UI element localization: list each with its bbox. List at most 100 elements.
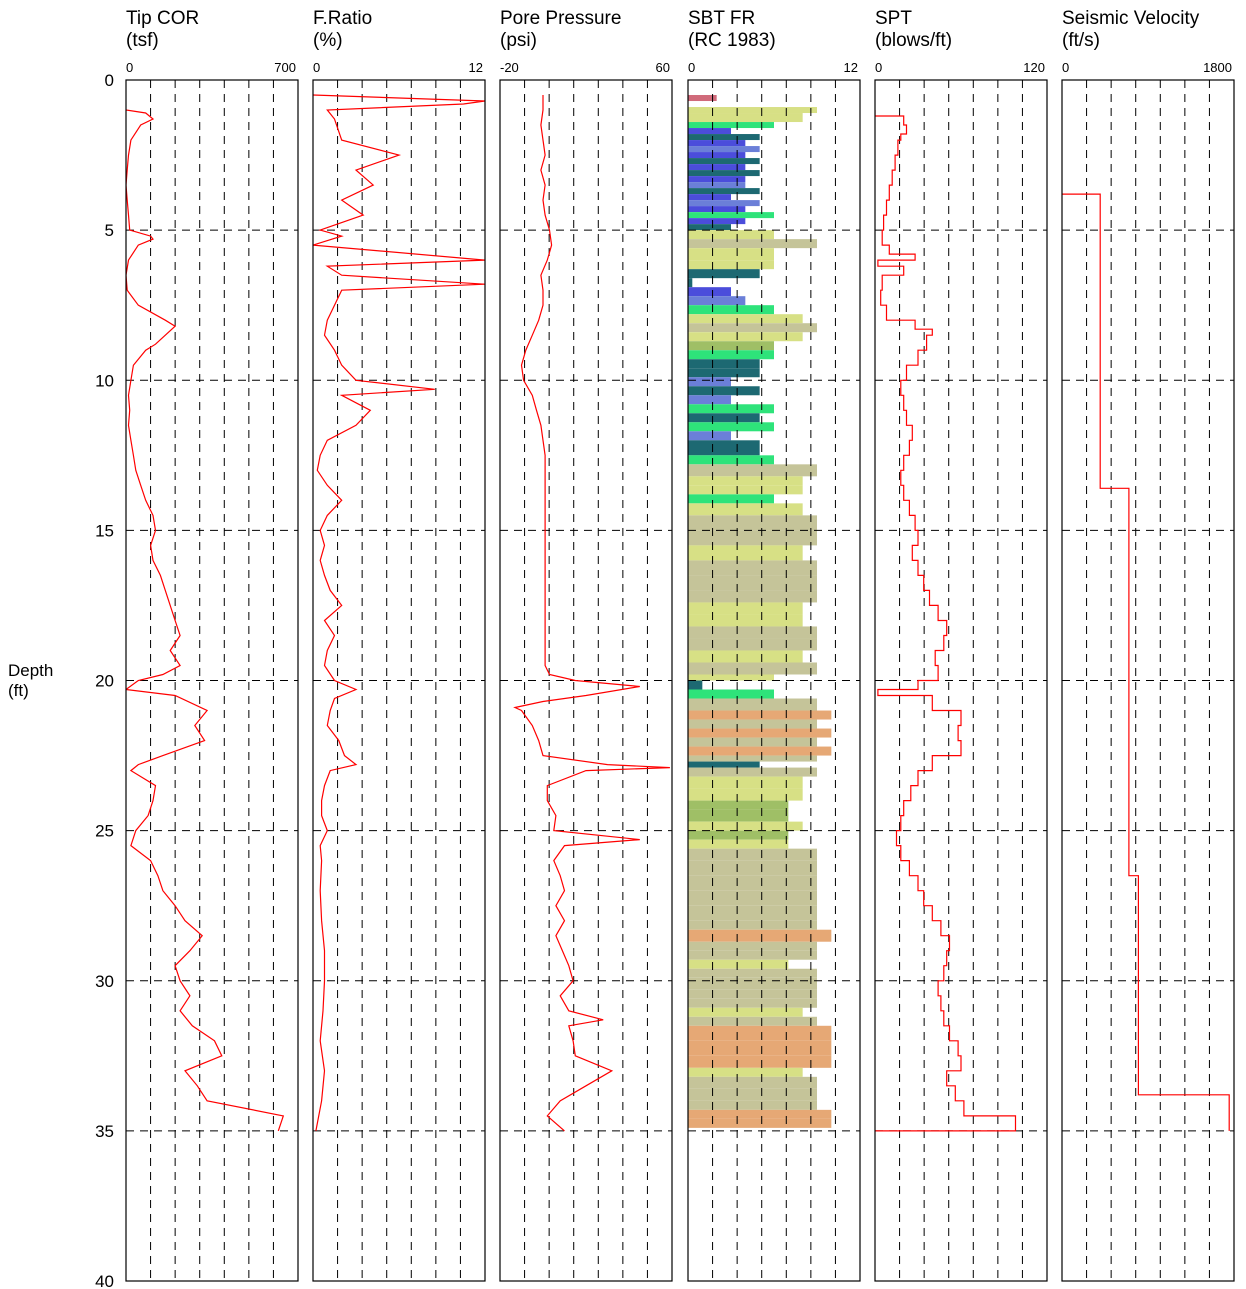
sbt-zone-bar [688,146,760,152]
panel-vs: Seismic Velocity(ft/s) 0 1800 [1062,8,1234,1281]
sbt-zone-bar [688,720,817,729]
sbt-zone-bar [688,503,803,515]
panel-title: (ft/s) [1062,30,1100,51]
sbt-zone-bar [688,224,731,230]
sbt-zone-bar [688,1017,817,1026]
sbt-zone-bar [688,134,760,140]
sbt-zone-bar [688,248,774,260]
sbt-zone-bar [688,212,774,218]
sbt-zone-bar [688,590,817,602]
sbt-zone-bar [688,747,831,756]
depth-tick-label: 20 [95,672,114,691]
sbt-zone-bar [688,278,692,287]
sbt-zone-bar [688,158,760,164]
sbt-zone-bar [688,831,788,840]
panel-spt: SPT(blows/ft) 0 120 [875,8,1047,1281]
sbt-zone-bar [688,861,817,876]
sbt-zone-bar [688,876,817,891]
sbt-zone-bar [688,332,803,341]
x-tick-label: 60 [656,60,670,75]
sbt-zone-bar [688,455,774,464]
depth-tick-label: 0 [105,71,114,90]
sbt-zone-bar [688,650,803,662]
x-tick-label: 700 [274,60,296,75]
sbt-zone-bar [688,323,817,332]
sbt-zone-bar [688,377,731,386]
x-tick-label: -20 [500,60,519,75]
sbt-zone-bar [688,891,817,906]
panel-title: (blows/ft) [875,30,952,51]
sbt-zone-bar [688,729,831,738]
panel-pp: Pore Pressure(psi) -20 60 [500,8,672,1281]
depth-tick-label: 35 [95,1122,114,1141]
depth-axis-ticks: 0510152025303540 [95,71,114,1289]
sbt-zone-bar [688,575,817,590]
sbt-zone-bar [688,200,760,206]
sbt-zone-bar [688,431,731,440]
sbt-zone-bar [688,494,774,503]
depth-tick-label: 30 [95,972,114,991]
sbt-zone-bar [688,756,817,762]
x-tick-label: 0 [875,60,882,75]
sbt-zone-bar [688,395,731,404]
panel-title: (tsf) [126,30,159,51]
sbt-zone-bar [688,789,803,801]
panel-fr: F.Ratio(%) 0 12 [313,8,485,1281]
sbt-zone-bar [688,942,817,951]
panel-title: (RC 1983) [688,30,776,51]
sbt-zone-bar [688,699,817,711]
x-tick-label: 0 [688,60,695,75]
panel-sbt: SBT FR(RC 1983) 0 12 [688,8,860,1281]
sbt-zone-bar [688,602,803,614]
panel-title: F.Ratio [313,8,372,29]
sbt-zone-bar [688,840,788,849]
panel-title: (%) [313,30,343,51]
sbt-zone-bar [688,999,817,1008]
sbt-zone-bar [688,638,817,650]
panel-title: SBT FR [688,8,755,29]
depth-axis-title-line1: Depth [8,661,53,680]
sbt-zone-bar [688,626,817,638]
sbt-zone-bar [688,128,731,134]
panel-title: Tip COR [126,8,199,29]
sbt-zone-bar [688,810,788,822]
depth-axis-title-line2: (ft) [8,681,29,700]
sbt-zone-bar [688,969,817,978]
x-tick-label: 0 [313,60,320,75]
sbt-zone-bar [688,978,817,990]
sbt-zone-bar [688,711,831,720]
sbt-zone-bar [688,260,774,269]
sbt-zone-bar [688,485,803,494]
panel-tip: Tip COR(tsf) 0 700 [126,8,298,1281]
sbt-zone-bar [688,738,817,747]
trace-spt [875,110,1016,1131]
sbt-zone-bar [688,464,817,476]
sbt-zone-bar [688,921,817,930]
depth-tick-label: 10 [95,371,114,390]
sbt-zone-bar [688,122,774,128]
sbt-zone-bar [688,194,731,200]
x-tick-label: 0 [126,60,133,75]
sbt-zone-bar [688,614,803,626]
sbt-zone-bar [688,350,774,359]
sbt-zone-bar [688,906,817,921]
sbt-zone-bar [688,230,774,239]
sbt-zone-bar [688,849,817,861]
sbt-zone-bar [688,1119,831,1128]
sbt-zone-bar [688,768,817,777]
sbt-zone-bar [688,413,760,422]
panel-title: SPT [875,8,912,29]
sbt-zone-bar [688,1077,817,1089]
sbt-zone-bar [688,1110,831,1119]
panel-title: Seismic Velocity [1062,8,1200,29]
sbt-zone-bar [688,368,760,377]
sbt-zone-bar [688,545,803,560]
sbt-zone-bar [688,690,774,699]
trace-pp [515,95,670,1131]
sbt-zone-bar [688,239,817,248]
sbt-zone-bar [688,422,774,431]
panel-title: (psi) [500,30,537,51]
sbt-zone-bar [688,674,774,680]
log-panels: Tip COR(tsf) 0 700 F.Ratio(%) 0 12 Pore Pressu… [126,8,1234,1281]
sbt-zone-bar [688,1056,831,1068]
